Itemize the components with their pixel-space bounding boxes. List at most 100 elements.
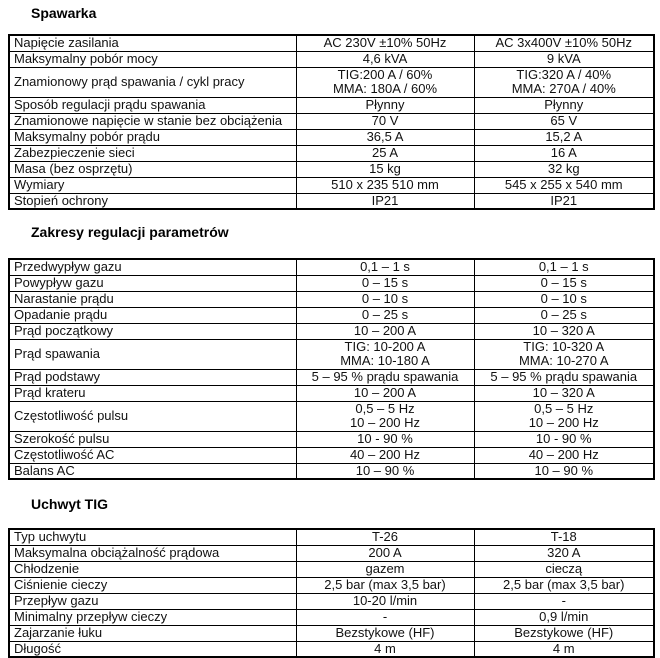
- section-heading-zakresy-regulacji: Zakresy regulacji parametrów: [31, 224, 229, 240]
- row-value-right: 15,2 A: [473, 128, 655, 146]
- row-value-right: 0 – 25 s: [473, 306, 655, 324]
- row-value-left: Płynny: [295, 96, 475, 114]
- row-label: Chłodzenie: [8, 560, 297, 578]
- row-value-left: 70 V: [295, 112, 475, 130]
- table-row: Przedwypływ gazu 0,1 – 1 s 0,1 – 1 s: [8, 258, 655, 276]
- row-value-right: AC 3x400V ±10% 50Hz: [473, 34, 655, 52]
- row-label: Zabezpieczenie sieci: [8, 144, 297, 162]
- spec-table-spawarka: Napięcie zasilania AC 230V ±10% 50Hz AC 3x…: [8, 34, 655, 210]
- row-value-left: TIG: 10-200 A MMA: 10-180 A: [295, 338, 475, 370]
- row-label: Typ uchwytu: [8, 528, 297, 546]
- row-value-right: TIG: 10-320 A MMA: 10-270 A: [473, 338, 655, 370]
- row-value-left: 5 – 95 % prądu spawania: [295, 368, 475, 386]
- row-value-left: IP21: [295, 192, 475, 210]
- row-label: Prąd podstawy: [8, 368, 297, 386]
- row-value-left: 200 A: [295, 544, 475, 562]
- row-value-left: TIG:200 A / 60% MMA: 180A / 60%: [295, 66, 475, 98]
- row-label: Częstotliwość AC: [8, 446, 297, 464]
- table-row: Wymiary 510 x 235 510 mm 545 x 255 x 540 m…: [8, 176, 655, 194]
- table-row: Maksymalna obciążalność prądowa 200 A 320 …: [8, 544, 655, 562]
- row-value-right: T-18: [473, 528, 655, 546]
- row-label: Długość: [8, 640, 297, 658]
- row-label: Częstotliwość pulsu: [8, 400, 297, 432]
- row-value-left: 10 – 90 %: [295, 462, 475, 480]
- row-label: Zajarzanie łuku: [8, 624, 297, 642]
- row-label: Wymiary: [8, 176, 297, 194]
- row-label: Stopień ochrony: [8, 192, 297, 210]
- row-label: Znamionowe napięcie w stanie bez obciąże…: [8, 112, 297, 130]
- row-value-right: 545 x 255 x 540 mm: [473, 176, 655, 194]
- row-value-right: 10 – 320 A: [473, 322, 655, 340]
- table-row: Prąd początkowy 10 – 200 A 10 – 320 A: [8, 322, 655, 340]
- table-row: Prąd krateru 10 – 200 A 10 – 320 A: [8, 384, 655, 402]
- row-value-left: Bezstykowe (HF): [295, 624, 475, 642]
- row-value-right: cieczą: [473, 560, 655, 578]
- row-label: Maksymalna obciążalność prądowa: [8, 544, 297, 562]
- table-row: Stopień ochrony IP21 IP21: [8, 192, 655, 210]
- row-value-left: 36,5 A: [295, 128, 475, 146]
- section-heading-uchwyt-tig: Uchwyt TIG: [31, 496, 109, 512]
- row-label: Znamionowy prąd spawania / cykl pracy: [8, 66, 297, 98]
- row-value-left: 2,5 bar (max 3,5 bar): [295, 576, 475, 594]
- row-label: Prąd spawania: [8, 338, 297, 370]
- row-value-right: 10 – 320 A: [473, 384, 655, 402]
- table-row: Prąd podstawy 5 – 95 % prądu spawania 5 – …: [8, 368, 655, 386]
- row-value-right: 0,5 – 5 Hz 10 – 200 Hz: [473, 400, 655, 432]
- row-value-right: 40 – 200 Hz: [473, 446, 655, 464]
- row-value-left: 4 m: [295, 640, 475, 658]
- table-row: Znamionowy prąd spawania / cykl pracy TIG…: [8, 66, 655, 98]
- row-value-right: 0,9 l/min: [473, 608, 655, 626]
- row-value-right: 0 – 15 s: [473, 274, 655, 292]
- row-value-left: 10 – 200 A: [295, 384, 475, 402]
- table-row: Masa (bez osprzętu) 15 kg 32 kg: [8, 160, 655, 178]
- row-value-left: 10 – 200 A: [295, 322, 475, 340]
- row-value-right: TIG:320 A / 40% MMA: 270A / 40%: [473, 66, 655, 98]
- spec-table-zakresy-regulacji: Przedwypływ gazu 0,1 – 1 s 0,1 – 1 s Powypł…: [8, 258, 655, 480]
- row-label: Napięcie zasilania: [8, 34, 297, 52]
- row-value-right: 16 A: [473, 144, 655, 162]
- row-value-left: 15 kg: [295, 160, 475, 178]
- table-row: Prąd spawania TIG: 10-200 A MMA: 10-180 A…: [8, 338, 655, 370]
- section-heading-spawarka: Spawarka: [31, 5, 97, 21]
- row-value-left: 0 – 15 s: [295, 274, 475, 292]
- row-label: Minimalny przepływ cieczy: [8, 608, 297, 626]
- row-value-right: 5 – 95 % prądu spawania: [473, 368, 655, 386]
- row-label: Sposób regulacji prądu spawania: [8, 96, 297, 114]
- table-row: Szerokość pulsu 10 - 90 % 10 - 90 %: [8, 430, 655, 448]
- spec-table-uchwyt-tig: Typ uchwytu T-26 T-18 Maksymalna obciążalno…: [8, 528, 655, 658]
- row-label: Szerokość pulsu: [8, 430, 297, 448]
- row-value-right: Płynny: [473, 96, 655, 114]
- row-label: Przedwypływ gazu: [8, 258, 297, 276]
- row-value-left: T-26: [295, 528, 475, 546]
- table-row: Ciśnienie cieczy 2,5 bar (max 3,5 bar) 2,5…: [8, 576, 655, 594]
- row-label: Ciśnienie cieczy: [8, 576, 297, 594]
- table-row: Sposób regulacji prądu spawania Płynny Pły…: [8, 96, 655, 114]
- row-value-right: 10 - 90 %: [473, 430, 655, 448]
- row-value-right: Bezstykowe (HF): [473, 624, 655, 642]
- table-row: Znamionowe napięcie w stanie bez obciąże…: [8, 112, 655, 130]
- row-value-right: 2,5 bar (max 3,5 bar): [473, 576, 655, 594]
- table-row: Minimalny przepływ cieczy -0,9 l/min: [8, 608, 655, 626]
- row-value-left: 40 – 200 Hz: [295, 446, 475, 464]
- row-label: Przepływ gazu: [8, 592, 297, 610]
- row-value-left: 0 – 10 s: [295, 290, 475, 308]
- row-value-left: 0,1 – 1 s: [295, 258, 475, 276]
- row-label: Prąd krateru: [8, 384, 297, 402]
- row-label: Powypływ gazu: [8, 274, 297, 292]
- row-value-left: 25 A: [295, 144, 475, 162]
- row-value-right: 65 V: [473, 112, 655, 130]
- row-value-right: -: [473, 592, 655, 610]
- table-row: Zabezpieczenie sieci 25 A 16 A: [8, 144, 655, 162]
- row-label: Prąd początkowy: [8, 322, 297, 340]
- row-value-right: IP21: [473, 192, 655, 210]
- table-row: Napięcie zasilania AC 230V ±10% 50Hz AC 3x…: [8, 34, 655, 52]
- table-row: Częstotliwość pulsu 0,5 – 5 Hz 10 – 200 H…: [8, 400, 655, 432]
- row-value-left: 0 – 25 s: [295, 306, 475, 324]
- row-label: Balans AC: [8, 462, 297, 480]
- row-value-left: 510 x 235 510 mm: [295, 176, 475, 194]
- row-value-left: -: [295, 608, 475, 626]
